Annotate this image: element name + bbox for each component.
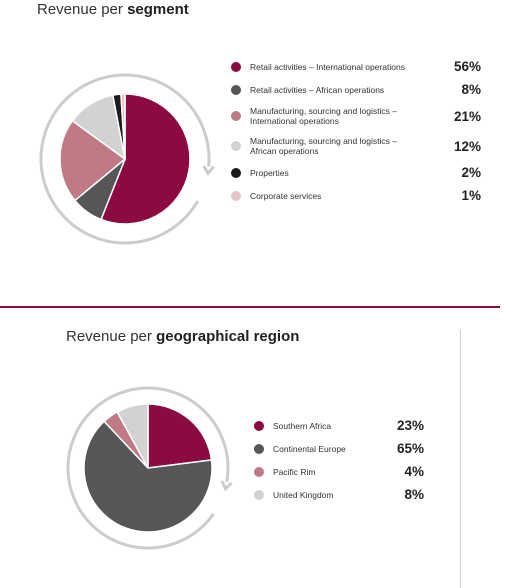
chart-ring — [66, 386, 230, 550]
legend-label: Manufacturing, sourcing and logistics – I… — [250, 106, 441, 126]
legend-swatch — [254, 489, 264, 500]
legend-label: Properties — [250, 167, 289, 178]
legend-item: Properties 2% — [231, 161, 481, 184]
legend-value: 8% — [461, 82, 481, 97]
legend-value: 2% — [461, 165, 481, 180]
pie-slice-2 — [59, 119, 127, 202]
region-pie-chart — [66, 386, 233, 550]
legend-swatch — [231, 61, 241, 72]
legend-label: Manufacturing, sourcing and logistics – A… — [250, 136, 441, 156]
legend-label: Continental Europe — [273, 443, 346, 454]
legend-label: Pacific Rim — [273, 466, 316, 477]
legend-swatch — [231, 111, 241, 121]
section-divider — [0, 306, 500, 308]
legend-swatch — [231, 84, 241, 95]
legend-item: Retail activities – African operations 8… — [231, 78, 481, 101]
pie-slice-0 — [100, 93, 191, 225]
legend-label-line: Manufacturing, sourcing and logistics – — [250, 136, 397, 146]
legend-value: 23% — [396, 418, 424, 433]
legend-swatch — [254, 443, 264, 454]
column-rule — [460, 330, 461, 588]
segment-pie-chart — [39, 73, 215, 245]
legend-item: Corporate services 1% — [231, 184, 481, 207]
legend-label: United Kingdom — [273, 489, 334, 500]
region-legend: Southern Africa 23% Continental Europe 6… — [254, 414, 424, 506]
legend-label: Retail activities – African operations — [250, 84, 385, 95]
pie-slice-3 — [116, 403, 149, 469]
legend-label-line: African operations — [250, 146, 319, 156]
legend-swatch — [231, 167, 241, 178]
legend-label: Southern Africa — [273, 420, 332, 431]
pie-slice-5 — [120, 93, 126, 160]
legend-swatch — [254, 420, 264, 431]
pie-slice-1 — [83, 420, 213, 533]
legend-item: Manufacturing, sourcing and logistics – I… — [231, 101, 481, 131]
legend-value: 65% — [396, 441, 424, 456]
legend-value: 21% — [453, 108, 481, 124]
ring-arrow-icon — [202, 165, 215, 176]
legend-item: Pacific Rim 4% — [254, 460, 424, 483]
legend-swatch — [231, 190, 241, 201]
region-chart-title: Revenue per geographical region — [66, 328, 300, 345]
legend-item: Southern Africa 23% — [254, 414, 424, 437]
legend-value: 8% — [404, 487, 424, 502]
legend-value: 4% — [404, 464, 424, 479]
legend-label-line: International operations — [250, 116, 339, 126]
legend-label: Corporate services — [250, 190, 322, 201]
legend-item: United Kingdom 8% — [254, 483, 424, 506]
legend-value: 12% — [453, 138, 481, 154]
segment-chart-title: Revenue per segment — [37, 1, 189, 18]
legend-item: Retail activities – International operat… — [231, 55, 481, 78]
legend-label-line: Manufacturing, sourcing and logistics – — [250, 106, 397, 116]
legend-item: Continental Europe 65% — [254, 437, 424, 460]
legend-label: Retail activities – International operat… — [250, 61, 405, 72]
legend-swatch — [254, 466, 264, 477]
pie-slice-0 — [147, 403, 213, 469]
chart-ring — [39, 73, 211, 245]
legend-value: 56% — [453, 59, 481, 74]
ring-arrow-icon — [220, 480, 233, 492]
legend-value: 1% — [461, 188, 481, 203]
legend-item: Manufacturing, sourcing and logistics – A… — [231, 131, 481, 161]
segment-legend: Retail activities – International operat… — [231, 55, 481, 207]
legend-swatch — [231, 141, 241, 151]
